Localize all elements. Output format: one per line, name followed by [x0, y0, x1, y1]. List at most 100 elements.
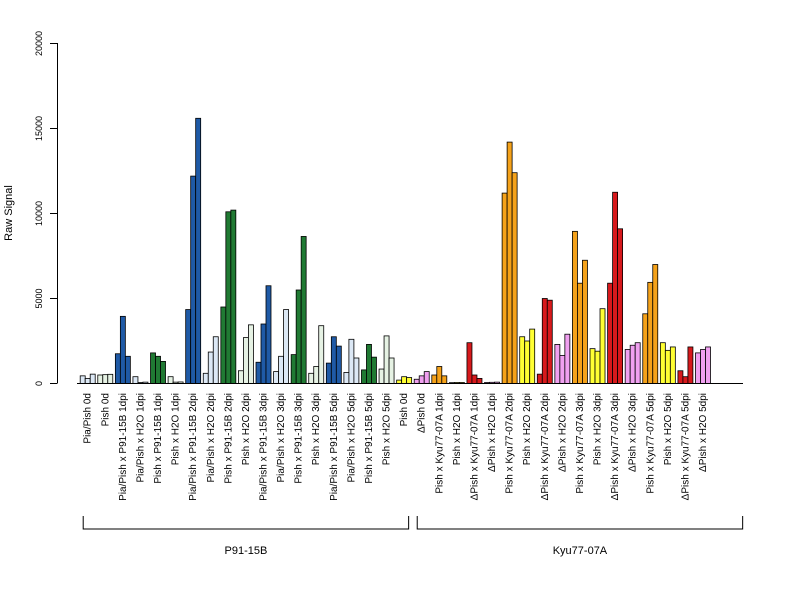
bar — [102, 374, 109, 384]
x-tick-label: Pia/Pish x H2O 2dpi — [206, 393, 217, 483]
bar — [629, 344, 636, 384]
bar — [89, 373, 96, 384]
bar — [353, 357, 360, 384]
bar — [436, 366, 443, 384]
bar — [612, 191, 618, 384]
group-bracket — [416, 516, 744, 530]
x-tick-label: ΔPish x Kyu77-07A 1dpi — [469, 393, 480, 500]
bar — [700, 349, 706, 384]
group-label: Kyu77-07A — [553, 545, 608, 557]
bar — [388, 357, 395, 384]
bar — [155, 355, 161, 384]
x-tick-label: Pia/Pish x H2O 5dpi — [346, 393, 357, 483]
bar — [343, 372, 350, 384]
x-tick-label: ΔPish x H2O 2dpi — [557, 393, 568, 472]
bar — [511, 172, 518, 384]
bar — [225, 211, 232, 384]
bar — [308, 372, 315, 384]
group-bracket — [82, 516, 410, 530]
bar — [524, 340, 531, 384]
bar — [647, 281, 654, 384]
x-tick-label: Pish x H2O 3dpi — [311, 393, 322, 465]
x-tick-label: Pish x Kyu77-07A 5dpi — [645, 393, 656, 494]
bar — [664, 349, 671, 384]
bar — [476, 377, 483, 384]
bar — [361, 369, 367, 384]
bar — [501, 192, 508, 384]
bar — [541, 298, 548, 384]
bar — [195, 117, 202, 384]
bars-layer — [79, 117, 711, 384]
bar — [695, 352, 701, 384]
bar — [589, 348, 596, 384]
x-tick-label: Pish x H2O 5dpi — [382, 393, 393, 465]
bar — [705, 346, 711, 384]
x-tick-label: Pia/Pish x P91-15B 1dpi — [118, 393, 129, 501]
bar — [577, 282, 583, 384]
y-tick-label: 15000 — [34, 116, 44, 141]
x-tick-label: Pish x P91-15B 3dpi — [294, 393, 305, 484]
bar — [406, 377, 413, 384]
y-ticks-layer: 0 5000 10000 15000 20000 — [34, 31, 58, 386]
bar — [207, 351, 214, 384]
bar — [378, 368, 385, 384]
bar — [634, 342, 641, 384]
bar — [529, 328, 536, 384]
x-tick-labels-layer: Pia/Pish 0d Pish 0d Pia/Pish x P91-15B 1dp… — [83, 393, 709, 501]
bar — [536, 373, 543, 384]
bar — [325, 362, 332, 384]
x-tick-label: ΔPish x Kyu77-07A 2dpi — [540, 393, 551, 500]
bar — [283, 309, 289, 384]
group-label: P91-15B — [225, 545, 268, 557]
bar — [624, 349, 631, 384]
bar — [124, 355, 131, 384]
x-tick-label: Pish x Kyu77-07A 1dpi — [434, 393, 445, 494]
bar — [107, 373, 114, 384]
bar — [160, 360, 166, 384]
bar — [202, 372, 209, 384]
x-tick-label: Pish x Kyu77-07A 2dpi — [505, 393, 516, 494]
x-tick-label: Pish x P91-15B 1dpi — [153, 393, 164, 484]
x-tick-label: Pish x H2O 3dpi — [593, 393, 604, 465]
x-tick-label: Pish x Kyu77-07A 3dpi — [575, 393, 586, 494]
x-tick-label: Pish x H2O 1dpi — [452, 393, 463, 465]
x-tick-label: Pia/Pish x P91-15B 3dpi — [259, 393, 270, 501]
bar — [371, 356, 377, 384]
bar — [396, 379, 403, 384]
y-tick-label: 5000 — [34, 288, 44, 308]
x-tick-label: ΔPish x H2O 1dpi — [487, 393, 498, 472]
bar — [506, 141, 513, 384]
bar — [559, 355, 566, 384]
bar — [594, 350, 601, 384]
bar — [260, 323, 267, 384]
bar — [471, 374, 478, 384]
bar — [642, 313, 649, 384]
bar — [238, 370, 244, 384]
x-tick-label: ΔPish x H2O 5dpi — [698, 393, 709, 472]
bar — [669, 346, 676, 384]
bar — [401, 376, 408, 384]
bar — [248, 324, 254, 384]
bar — [167, 376, 174, 384]
bar — [572, 230, 578, 384]
bar — [330, 336, 337, 384]
bar — [300, 236, 307, 384]
bar — [79, 375, 86, 384]
bar — [441, 375, 448, 384]
bar — [313, 366, 320, 384]
x-tick-label: Pish 0d — [399, 393, 410, 426]
y-tick-label: 10000 — [34, 201, 44, 226]
bar — [84, 377, 91, 384]
bar — [607, 282, 613, 384]
bar — [255, 361, 262, 384]
x-tick-label: Pia/Pish x H2O 1dpi — [135, 393, 146, 483]
bar — [190, 175, 197, 384]
bar — [265, 285, 272, 384]
bar — [220, 306, 227, 384]
bar — [318, 325, 325, 384]
bar — [114, 353, 121, 384]
bar — [546, 299, 553, 384]
bar — [599, 308, 606, 384]
x-tick-label: Pia/Pish x H2O 3dpi — [276, 393, 287, 483]
y-axis-label: Raw Signal — [3, 185, 15, 241]
